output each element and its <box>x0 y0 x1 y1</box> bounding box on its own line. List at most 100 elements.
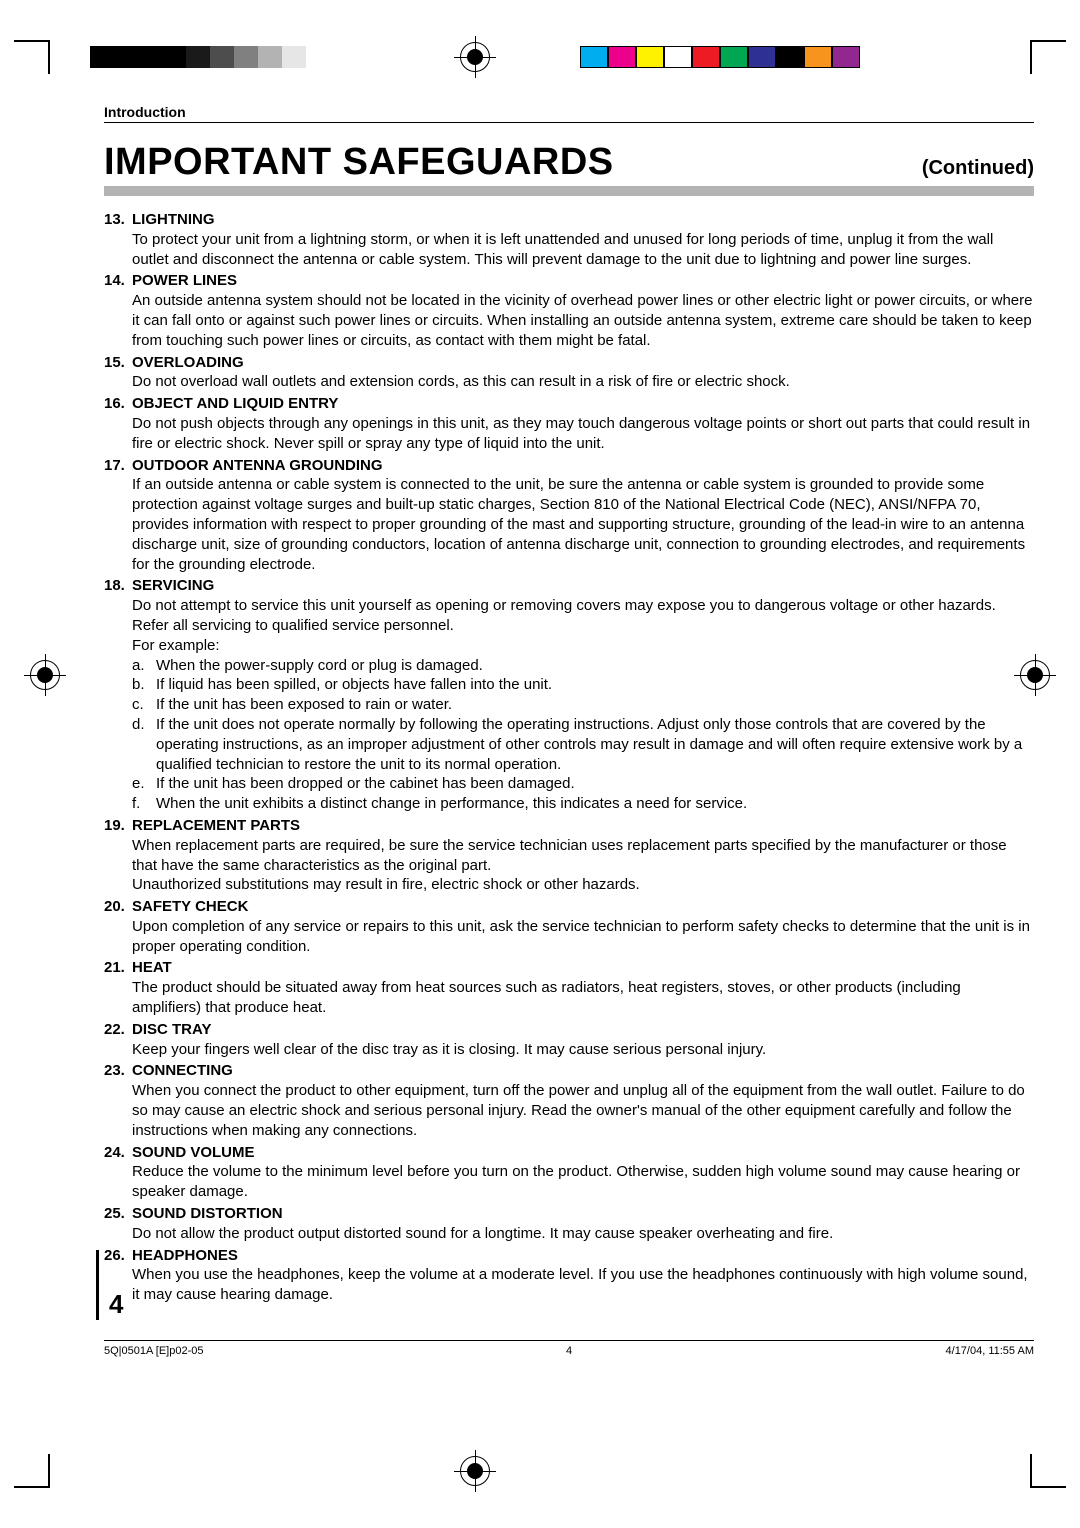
item-heading: OUTDOOR ANTENNA GROUNDING <box>132 457 383 474</box>
item-number: 14. <box>104 271 132 291</box>
item-body: When you use the headphones, keep the vo… <box>132 1265 1034 1305</box>
swatch <box>748 46 776 68</box>
swatch <box>186 46 210 68</box>
color-swatch-strip <box>580 46 860 68</box>
item-body: The product should be situated away from… <box>132 978 1034 1018</box>
swatch <box>258 46 282 68</box>
crop-mark <box>1032 40 1066 42</box>
swatch <box>664 46 692 68</box>
sub-list-item: f.When the unit exhibits a distinct chan… <box>132 794 1034 814</box>
crop-mark <box>1032 1486 1066 1488</box>
list-item: 16.OBJECT AND LIQUID ENTRY Do not push ob… <box>104 394 1034 453</box>
swatch <box>580 46 608 68</box>
sub-item-text: When the power-supply cord or plug is da… <box>156 656 1034 676</box>
item-number: 15. <box>104 353 132 373</box>
item-body: To protect your unit from a lightning st… <box>132 230 1034 270</box>
list-item: 13.LIGHTNINGTo protect your unit from a … <box>104 210 1034 269</box>
item-body: Do not allow the product output distorte… <box>132 1224 1034 1244</box>
item-number: 23. <box>104 1061 132 1081</box>
swatch <box>776 46 804 68</box>
swatch <box>692 46 720 68</box>
crop-mark <box>1030 40 1032 74</box>
item-body: Do not push objects through any openings… <box>132 414 1034 454</box>
page-content: Introduction IMPORTANT SAFEGUARDS (Conti… <box>104 104 1034 1307</box>
list-item: 19.REPLACEMENT PARTSWhen replacement par… <box>104 816 1034 895</box>
sub-item-letter: d. <box>132 715 156 774</box>
sub-item-letter: f. <box>132 794 156 814</box>
sheet: Introduction IMPORTANT SAFEGUARDS (Conti… <box>0 0 1080 1528</box>
item-body: When replacement parts are required, be … <box>132 836 1034 895</box>
item-body: Upon completion of any service or repair… <box>132 917 1034 957</box>
item-number: 25. <box>104 1204 132 1224</box>
crop-mark <box>14 40 48 42</box>
registration-mark-icon <box>30 660 60 690</box>
item-number: 17. <box>104 456 132 476</box>
swatch <box>282 46 306 68</box>
item-heading: DISC TRAY <box>132 1021 211 1038</box>
sub-item-text: If liquid has been spilled, or objects h… <box>156 675 1034 695</box>
list-item: 24.SOUND VOLUMEReduce the volume to the … <box>104 1143 1034 1202</box>
item-number: 18. <box>104 576 132 596</box>
list-item: 23.CONNECTING When you connect the produc… <box>104 1061 1034 1140</box>
crop-mark <box>1030 1454 1032 1488</box>
swatch <box>234 46 258 68</box>
swatch <box>804 46 832 68</box>
item-heading: SOUND VOLUME <box>132 1144 255 1161</box>
item-heading: HEADPHONES <box>132 1247 238 1264</box>
swatch <box>90 46 114 68</box>
item-heading: REPLACEMENT PARTS <box>132 817 300 834</box>
swatch <box>210 46 234 68</box>
sub-list-item: c.If the unit has been exposed to rain o… <box>132 695 1034 715</box>
sub-item-letter: e. <box>132 774 156 794</box>
sub-list: a.When the power-supply cord or plug is … <box>132 656 1034 814</box>
swatch <box>832 46 860 68</box>
item-number: 21. <box>104 958 132 978</box>
item-number: 16. <box>104 394 132 414</box>
list-item: 21.HEAT The product should be situated aw… <box>104 958 1034 1017</box>
continued-label: (Continued) <box>922 157 1034 184</box>
sub-item-letter: a. <box>132 656 156 676</box>
swatch <box>720 46 748 68</box>
item-heading: POWER LINES <box>132 272 237 289</box>
swatch <box>608 46 636 68</box>
registration-mark-icon <box>460 42 490 72</box>
sub-list-item: b.If liquid has been spilled, or objects… <box>132 675 1034 695</box>
item-body: When you connect the product to other eq… <box>132 1081 1034 1140</box>
sub-list-item: d.If the unit does not operate normally … <box>132 715 1034 774</box>
footer-center: 4 <box>414 1345 724 1357</box>
list-item: 26.HEADPHONESWhen you use the headphones… <box>104 1246 1034 1305</box>
swatch <box>138 46 162 68</box>
item-number: 22. <box>104 1020 132 1040</box>
item-heading: OBJECT AND LIQUID ENTRY <box>132 395 338 412</box>
list-item: 22.DISC TRAY Keep your fingers well clear… <box>104 1020 1034 1060</box>
item-heading: SERVICING <box>132 577 214 594</box>
title-row: IMPORTANT SAFEGUARDS (Continued) <box>104 141 1034 196</box>
list-item: 25.SOUND DISTORTION Do not allow the prod… <box>104 1204 1034 1244</box>
item-body: Keep your fingers well clear of the disc… <box>132 1040 1034 1060</box>
list-item: 15.OVERLOADINGDo not overload wall outle… <box>104 353 1034 393</box>
page-number: 4 <box>109 1289 123 1320</box>
list-item: 14.POWER LINESAn outside antenna system … <box>104 271 1034 350</box>
item-body: If an outside antenna or cable system is… <box>132 475 1034 574</box>
item-body: Do not overload wall outlets and extensi… <box>132 372 1034 392</box>
footer-left: 5Q|0501A [E]p02-05 <box>104 1345 414 1357</box>
footer: 5Q|0501A [E]p02-05 4 4/17/04, 11:55 AM <box>104 1340 1034 1357</box>
item-heading: LIGHTNING <box>132 211 215 228</box>
list-item: 20.SAFETY CHECKUpon completion of any se… <box>104 897 1034 956</box>
item-heading: OVERLOADING <box>132 354 244 371</box>
footer-right: 4/17/04, 11:55 AM <box>724 1345 1034 1357</box>
item-heading: CONNECTING <box>132 1062 233 1079</box>
crop-mark <box>48 40 50 74</box>
list-item: 18.SERVICINGDo not attempt to service th… <box>104 576 1034 814</box>
sub-item-letter: c. <box>132 695 156 715</box>
list-item: 17.OUTDOOR ANTENNA GROUNDINGIf an outsid… <box>104 456 1034 575</box>
crop-mark <box>48 1454 50 1488</box>
item-heading: SAFETY CHECK <box>132 898 248 915</box>
safeguard-list: 13.LIGHTNINGTo protect your unit from a … <box>104 210 1034 1305</box>
crop-mark <box>14 1486 48 1488</box>
item-heading: HEAT <box>132 959 172 976</box>
sub-item-text: If the unit has been exposed to rain or … <box>156 695 1034 715</box>
item-heading: SOUND DISTORTION <box>132 1205 283 1222</box>
swatch <box>636 46 664 68</box>
page-title: IMPORTANT SAFEGUARDS <box>104 141 614 184</box>
